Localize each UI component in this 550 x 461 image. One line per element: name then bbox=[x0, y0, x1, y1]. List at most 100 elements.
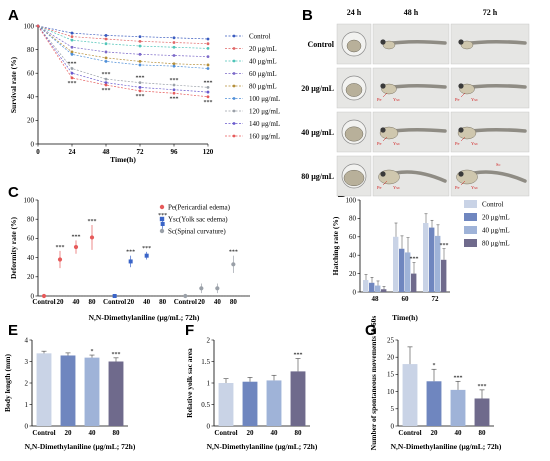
panel-d-y-tick-label: 60 bbox=[349, 233, 357, 241]
panel-a-series-40-g-ml bbox=[37, 25, 209, 49]
panel-d-significance: *** bbox=[410, 257, 419, 263]
panel-a-y-tick-label: 20 bbox=[27, 117, 35, 125]
panel-e-y-tick-label: 2 bbox=[25, 379, 29, 387]
panel-e-bar bbox=[60, 355, 76, 426]
panel-d-y-tick-label: 20 bbox=[349, 270, 357, 278]
panel-b-annotation: Pe bbox=[455, 141, 460, 146]
panel-a-point-120-g-ml bbox=[70, 67, 74, 70]
panel-f-x-tick-label: Control bbox=[214, 429, 237, 437]
panel-e-y-tick-label: 0 bbox=[25, 422, 29, 430]
panel-b-annotation: Pe bbox=[455, 97, 460, 102]
panel-a-legend-label: 80 μg/mL bbox=[249, 82, 277, 90]
panel-b-eye bbox=[458, 39, 464, 45]
panel-f-x-tick-label: 80 bbox=[295, 429, 303, 437]
panel-f-y-tick-label: 1 bbox=[207, 379, 211, 387]
panel-c-x-tick-label: 40 bbox=[73, 298, 81, 306]
panel-g-bar bbox=[402, 364, 418, 426]
panel-a-legend-marker bbox=[232, 109, 236, 113]
panel-d-bar-40-g-ml bbox=[435, 235, 441, 292]
panel-c-significance: *** bbox=[126, 250, 135, 256]
panel-a-series-control bbox=[37, 25, 209, 40]
panel-b-eye bbox=[380, 171, 386, 177]
panel-d-bar-control bbox=[423, 223, 429, 292]
panel-a-significance: *** bbox=[68, 81, 77, 87]
panel-b-annotation: Pe bbox=[377, 141, 382, 146]
panel-c-y-tick-label: 0 bbox=[31, 292, 35, 300]
panel-a-legend-label: 60 μg/mL bbox=[249, 70, 277, 78]
panel-c-x-tick-label: 40 bbox=[214, 298, 222, 306]
panel-a-legend-marker bbox=[232, 84, 236, 88]
panel-a-point-20-g-ml bbox=[70, 35, 74, 39]
panel-b-eye bbox=[458, 127, 464, 133]
panel-a-y-tick-label: 60 bbox=[27, 70, 35, 78]
panel-a-x-tick-label: 24 bbox=[69, 148, 77, 156]
panel-a-point-40-g-ml bbox=[172, 45, 176, 49]
panel-a-significance: *** bbox=[102, 88, 111, 94]
panel-d-x-axis-title: Time(h) bbox=[392, 313, 418, 322]
panel-c-x-tick-label: 20 bbox=[198, 298, 206, 306]
panel-c-point-sc-spinal-curvature bbox=[231, 262, 236, 267]
panel-a-legend-marker bbox=[232, 59, 236, 63]
panel-a-series-60-g-ml bbox=[37, 25, 209, 58]
panel-b-arrow bbox=[460, 92, 466, 98]
panel-a-point-140-g-ml bbox=[172, 88, 176, 92]
panel-a-point-140-g-ml bbox=[138, 85, 142, 89]
panel-a-point-160-g-ml bbox=[206, 95, 210, 99]
panel-a-point-140-g-ml bbox=[206, 90, 210, 94]
panel-g-y-tick-label: 5 bbox=[391, 405, 395, 413]
panel-d-x-tick-label: 72 bbox=[432, 295, 440, 303]
panel-a-legend-marker bbox=[232, 47, 236, 50]
panel-a-significance: *** bbox=[204, 100, 213, 106]
panel-b-annotation: Ysc bbox=[471, 97, 478, 102]
panel-c-significance: *** bbox=[56, 245, 65, 251]
panel-c-y-tick-label: 100 bbox=[24, 196, 35, 204]
panel-c-point-pe-pericardial-edema bbox=[89, 235, 95, 240]
panel-a-point-60-g-ml bbox=[104, 50, 108, 54]
panel-b-embryo bbox=[343, 169, 365, 187]
panel-letter-g: G bbox=[365, 322, 377, 339]
panel-g-x-tick-label: 40 bbox=[455, 429, 463, 437]
panel-c-legend-label: Ysc(Yolk sac edema) bbox=[168, 215, 228, 223]
panel-a-legend-marker bbox=[232, 34, 236, 38]
panel-c-legend-label: Sc(Spinal curvature) bbox=[168, 227, 226, 235]
panel-d-legend-swatch bbox=[464, 226, 477, 234]
panel-g-bar bbox=[426, 381, 442, 426]
panel-a-series-20-g-ml bbox=[37, 25, 209, 45]
panel-b-annotation: Ysc bbox=[393, 97, 400, 102]
panel-a-y-tick-label: 0 bbox=[31, 140, 35, 148]
panel-c-significance: *** bbox=[72, 234, 81, 240]
panel-a-legend-label: 160 μg/mL bbox=[249, 132, 280, 140]
panel-a-y-tick-label: 40 bbox=[27, 93, 35, 101]
panel-g-y-tick-label: 15 bbox=[387, 371, 395, 379]
panel-a-y-axis-title: Survival rate (%) bbox=[9, 56, 18, 113]
panel-b-eye bbox=[380, 39, 386, 45]
panel-a-point-120-g-ml bbox=[104, 77, 108, 81]
panel-a-point-100-g-ml bbox=[104, 60, 108, 63]
panel-e-bar bbox=[36, 353, 52, 426]
panel-a-x-tick-label: 72 bbox=[137, 148, 145, 156]
panel-b-arrow bbox=[460, 136, 466, 142]
panel-b-embryo bbox=[345, 83, 363, 97]
panel-a-y-tick-label: 100 bbox=[24, 22, 35, 30]
panel-a-legend-label: 120 μg/mL bbox=[249, 107, 280, 115]
panel-c-significance: *** bbox=[229, 250, 238, 256]
panel-c-legend-marker bbox=[159, 204, 165, 210]
panel-letter-a: A bbox=[8, 7, 19, 24]
panel-g-bar bbox=[450, 389, 466, 426]
panel-c-y-tick-label: 40 bbox=[27, 254, 35, 262]
panel-a-significance: *** bbox=[68, 61, 77, 67]
panel-e-x-tick-label: 20 bbox=[65, 429, 73, 437]
panel-b-row-label: 40 μg/mL bbox=[301, 128, 334, 137]
panel-c-x-tick-label: 20 bbox=[57, 298, 65, 306]
panel-f-bar bbox=[218, 383, 234, 426]
panel-d-legend-swatch bbox=[464, 213, 477, 221]
panel-a-point-100-g-ml bbox=[172, 64, 176, 68]
panel-a-legend-label: 20 μg/mL bbox=[249, 45, 277, 53]
panel-a-point-20-g-ml bbox=[172, 41, 176, 44]
panel-a-legend-marker bbox=[232, 122, 236, 125]
panel-a-significance: *** bbox=[136, 94, 145, 100]
panel-e-bar bbox=[108, 361, 124, 426]
panel-a-significance: *** bbox=[170, 96, 179, 102]
panel-b-arrow bbox=[382, 180, 388, 186]
